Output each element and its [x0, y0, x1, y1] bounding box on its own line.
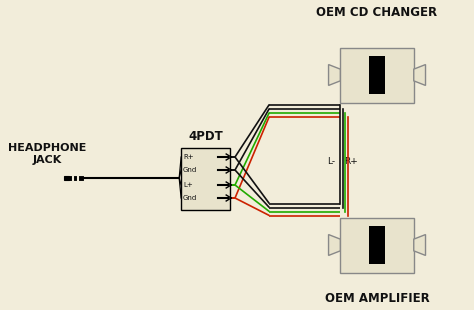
Text: JACK: JACK — [32, 155, 62, 165]
Bar — [181, 148, 230, 210]
Bar — [340, 218, 414, 272]
Text: R+: R+ — [183, 154, 194, 160]
Text: 4PDT: 4PDT — [188, 130, 223, 143]
Bar — [369, 226, 385, 264]
Polygon shape — [414, 235, 426, 255]
Bar — [64, 176, 70, 180]
Text: Gnd: Gnd — [183, 167, 197, 173]
Bar — [340, 47, 414, 103]
Text: Gnd: Gnd — [183, 195, 197, 201]
Polygon shape — [328, 64, 340, 86]
Text: OEM CD CHANGER: OEM CD CHANGER — [317, 6, 438, 19]
Text: HEADPHONE: HEADPHONE — [8, 143, 86, 153]
Polygon shape — [328, 235, 340, 255]
Text: L+: L+ — [183, 182, 193, 188]
Text: OEM AMPLIFIER: OEM AMPLIFIER — [325, 291, 429, 304]
Text: L-: L- — [327, 157, 335, 166]
Bar — [369, 56, 385, 94]
Text: R+: R+ — [344, 157, 357, 166]
Polygon shape — [414, 64, 426, 86]
